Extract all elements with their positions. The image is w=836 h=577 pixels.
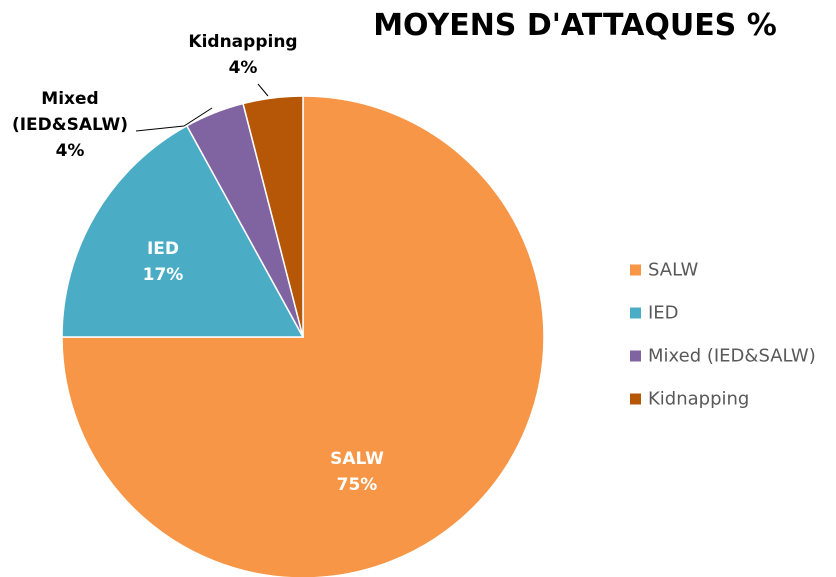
- label-value: 75%: [336, 475, 378, 495]
- label-name: Mixed (IED&SALW): [11, 89, 129, 135]
- legend-entry: IED: [630, 303, 679, 324]
- data-label: IED 17%: [123, 236, 203, 288]
- legend-label: SALW: [648, 259, 699, 281]
- pie-slice: [61, 95, 545, 577]
- data-label: Mixed (IED&SALW) 4%: [5, 86, 135, 164]
- legend-label: IED: [648, 302, 679, 324]
- legend-label: Mixed (IED&SALW): [648, 345, 816, 367]
- data-label: SALW 75%: [317, 446, 397, 498]
- label-name: IED: [146, 239, 180, 259]
- label-value: 4%: [55, 141, 85, 161]
- legend-entry: Kidnapping: [630, 389, 749, 410]
- leader-line: [135, 107, 213, 132]
- label-name: SALW: [330, 449, 384, 469]
- legend-swatch: [630, 307, 641, 319]
- legend-entry: Mixed (IED&SALW): [630, 346, 816, 367]
- label-value: 17%: [142, 265, 184, 285]
- chart-title: MOYENS D'ATTAQUES %: [373, 8, 777, 43]
- legend-entry: SALW: [630, 260, 698, 281]
- pie-slice: [61, 124, 305, 338]
- legend-swatch: [630, 393, 641, 405]
- legend-label: Kidnapping: [648, 388, 750, 410]
- leader-line: [257, 83, 269, 97]
- pie-slice: [242, 95, 304, 338]
- label-value: 4%: [228, 58, 258, 78]
- label-name: Kidnapping: [188, 32, 298, 52]
- data-label: Kidnapping 4%: [188, 29, 298, 81]
- legend-swatch: [630, 350, 641, 362]
- legend-swatch: [630, 264, 641, 276]
